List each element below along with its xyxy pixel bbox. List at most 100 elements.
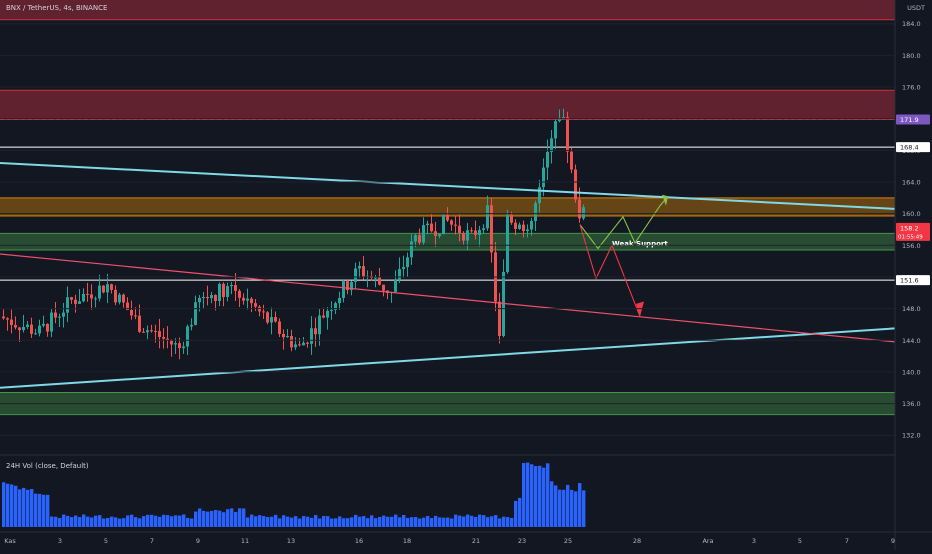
candle-body xyxy=(222,283,225,297)
candle-body xyxy=(2,316,5,319)
symbol-title: BNX / TetherUS, 4s, BINANCE xyxy=(6,4,108,12)
volume-bar xyxy=(90,517,94,527)
volume-bar xyxy=(206,511,210,527)
candle-body xyxy=(326,310,329,318)
candle-body xyxy=(314,328,317,335)
candle-body xyxy=(198,297,201,303)
price-label-badge xyxy=(896,275,930,286)
candle-body xyxy=(182,346,185,349)
volume-bar xyxy=(466,514,470,527)
volume-layer xyxy=(2,462,586,527)
bullish-projection-path xyxy=(579,195,669,250)
volume-bar xyxy=(546,463,550,527)
candle-body xyxy=(458,225,461,233)
volume-bar xyxy=(58,518,62,527)
volume-bar xyxy=(382,515,386,527)
volume-bar xyxy=(330,518,334,527)
volume-bar xyxy=(554,485,558,527)
candle-body xyxy=(318,315,321,335)
candle-body xyxy=(154,331,157,333)
candle-body xyxy=(414,235,417,242)
volume-bar xyxy=(170,516,174,527)
candle-body xyxy=(38,325,41,334)
volume-bar xyxy=(246,517,250,527)
candle-body xyxy=(202,296,205,298)
time-tick-label: 25 xyxy=(564,537,572,545)
candle-body xyxy=(506,214,509,272)
candle-body xyxy=(470,230,473,232)
volume-bar xyxy=(134,517,138,527)
candle-body xyxy=(410,241,413,258)
upper-trendline xyxy=(0,162,896,210)
candle-body xyxy=(354,268,357,282)
volume-bar xyxy=(166,515,170,527)
time-tick-label: 7 xyxy=(845,537,849,545)
candle-body xyxy=(526,229,529,232)
time-tick-label: 3 xyxy=(58,537,62,545)
candle-body xyxy=(206,296,209,299)
volume-bar xyxy=(286,516,290,527)
arrow-head xyxy=(662,194,668,206)
candle-body xyxy=(398,269,401,281)
zones-layer xyxy=(0,0,895,416)
candle-body xyxy=(238,290,241,298)
volume-bar xyxy=(302,516,306,527)
price-tick-label: 144.0 xyxy=(902,337,921,345)
trendlines-layer: Weak Support xyxy=(0,162,896,389)
candle-body xyxy=(518,224,521,229)
candle-body xyxy=(286,336,289,338)
volume-bar xyxy=(526,462,530,527)
candle-body xyxy=(362,266,365,277)
candle-body xyxy=(130,309,133,316)
candle-body xyxy=(194,302,197,325)
candle-body xyxy=(74,299,77,304)
volume-bar xyxy=(482,515,486,527)
price-tick-label: 176.0 xyxy=(902,84,921,92)
candle-body xyxy=(402,267,405,270)
volume-bar xyxy=(322,515,326,527)
volume-bar xyxy=(154,515,158,527)
volume-bar xyxy=(186,517,190,527)
candle-body xyxy=(498,301,501,336)
volume-bar xyxy=(402,514,406,527)
candle-body xyxy=(270,317,273,323)
candle-body xyxy=(446,214,449,221)
volume-bar xyxy=(158,516,162,527)
candle-body xyxy=(570,151,573,170)
resistance-zone xyxy=(0,0,895,20)
candle-body xyxy=(106,284,109,293)
volume-bar xyxy=(106,518,110,527)
volume-bar xyxy=(234,511,238,527)
candle-body xyxy=(450,220,453,225)
volume-bar xyxy=(78,517,82,527)
volume-bar xyxy=(86,516,90,527)
price-tick-label: 160.0 xyxy=(902,210,921,218)
volume-bar xyxy=(354,514,358,527)
candle-body xyxy=(550,138,553,152)
candle-body xyxy=(266,312,269,323)
candle-body xyxy=(294,344,297,348)
volume-bar xyxy=(434,515,438,527)
volume-bar xyxy=(442,517,446,527)
volume-bar xyxy=(62,514,66,527)
time-tick-label: 9 xyxy=(196,537,200,545)
candle-body xyxy=(210,295,213,299)
candle-body xyxy=(226,286,229,297)
volume-bar xyxy=(258,515,262,527)
candle-body xyxy=(358,266,361,269)
volume-bar xyxy=(378,516,382,527)
volume-bar xyxy=(118,518,122,527)
volume-bar xyxy=(38,493,42,527)
volume-bar xyxy=(238,508,242,527)
candle-body xyxy=(170,340,173,345)
time-tick-label: 28 xyxy=(633,537,641,545)
volume-bar xyxy=(362,516,366,527)
volume-bar xyxy=(326,516,330,527)
candle-body xyxy=(578,199,581,219)
volume-bar xyxy=(314,515,318,527)
price-tick-label: 184.0 xyxy=(902,20,921,28)
candle-body xyxy=(98,285,101,299)
candle-body xyxy=(562,117,565,119)
